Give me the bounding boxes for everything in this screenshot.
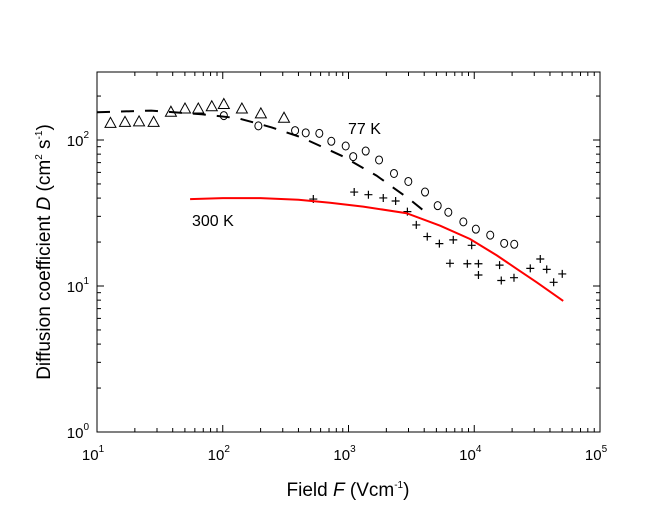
- series-line: [190, 197, 564, 302]
- x-tick-exp: 2: [224, 444, 230, 455]
- plus-point: [412, 220, 421, 229]
- circle-point: [510, 239, 519, 249]
- y-tick-exp: 0: [83, 422, 89, 433]
- plus-point: [474, 259, 483, 268]
- plus-point: [474, 270, 483, 279]
- x-tick-base: 10: [585, 447, 602, 464]
- plus-point: [364, 190, 373, 199]
- circle-point: [433, 201, 442, 211]
- triangle-point: [217, 97, 231, 110]
- triangle-point: [118, 115, 132, 127]
- series-triangle: [104, 97, 291, 128]
- circle-point: [341, 141, 350, 151]
- triangle-point: [164, 105, 178, 117]
- triangle-point: [178, 101, 192, 114]
- x-tick-label: 103: [333, 444, 356, 464]
- y-tick-base: 10: [67, 133, 84, 150]
- triangle-point: [191, 101, 205, 114]
- circle-point: [361, 146, 370, 156]
- y-tick-exp: 1: [83, 276, 89, 287]
- annotation-label: 300 K: [192, 213, 234, 230]
- triangle-point: [277, 111, 291, 123]
- circle-point: [301, 128, 310, 138]
- plus-point: [536, 255, 545, 264]
- circle-point: [389, 168, 398, 178]
- plus-point: [391, 197, 400, 206]
- circle-point: [404, 176, 413, 186]
- y-tick-base: 10: [67, 279, 84, 296]
- circle-point: [444, 207, 453, 217]
- x-tick-base: 10: [208, 447, 225, 464]
- x-tick-exp: 3: [350, 444, 356, 455]
- y-tick-label: 102: [67, 130, 90, 150]
- y-tick-label: 100: [67, 422, 90, 442]
- plus-point: [497, 276, 506, 285]
- circle-point: [500, 238, 509, 248]
- triangle-point: [132, 114, 146, 127]
- plus-point: [379, 193, 388, 202]
- circle-point: [254, 121, 263, 131]
- x-tick-exp: 5: [602, 444, 608, 455]
- x-tick-label: 105: [585, 444, 608, 464]
- x-tick-label: 101: [82, 444, 105, 464]
- circle-point: [421, 187, 430, 197]
- plot-frame: [96, 71, 601, 433]
- dashed-model-line: [96, 109, 429, 216]
- circle-point: [486, 230, 495, 240]
- circle-point: [327, 136, 336, 146]
- plus-point: [526, 264, 535, 273]
- x-tick-exp: 1: [99, 444, 105, 455]
- plus-point: [350, 188, 359, 197]
- plus-point: [449, 235, 458, 244]
- plus-point: [435, 239, 444, 248]
- plus-point: [495, 261, 504, 270]
- series-dashed-line: [96, 109, 429, 216]
- circle-point: [349, 152, 358, 162]
- y-tick-exp: 2: [83, 130, 89, 141]
- y-tick-label: 101: [67, 276, 90, 296]
- axis-ticks: [96, 72, 600, 433]
- x-tick-base: 10: [82, 447, 99, 464]
- x-tick-label: 104: [459, 444, 482, 464]
- red-model-line: [190, 197, 564, 302]
- series-circle: [219, 111, 519, 249]
- plus-point: [549, 278, 558, 287]
- triangle-point: [235, 101, 249, 114]
- x-tick-label: 102: [208, 444, 231, 464]
- triangle-point: [104, 116, 117, 128]
- plus-point: [423, 232, 432, 241]
- annotation-label: 77 K: [348, 121, 381, 138]
- plus-point: [542, 265, 551, 274]
- plus-point: [467, 241, 476, 250]
- triangle-point: [254, 106, 268, 119]
- series-layer: [96, 97, 567, 302]
- triangle-point: [205, 99, 219, 112]
- plus-point: [558, 269, 567, 278]
- y-axis-title: Diffusion coefficient D (cm2 s-1): [34, 124, 55, 380]
- circle-point: [459, 217, 468, 227]
- annotations: 77 K 300 K: [192, 121, 381, 230]
- x-tick-base: 10: [459, 447, 476, 464]
- circle-point: [471, 224, 480, 234]
- triangle-point: [147, 115, 160, 127]
- x-axis-title: Field F (Vcm-1): [287, 480, 410, 501]
- plus-point: [509, 273, 518, 282]
- series-plus: [309, 188, 567, 287]
- circle-point: [315, 128, 324, 138]
- x-tick-exp: 4: [476, 444, 482, 455]
- x-tick-base: 10: [333, 447, 350, 464]
- y-tick-base: 10: [67, 425, 84, 442]
- plus-point: [445, 259, 454, 268]
- circle-point: [375, 155, 384, 165]
- plus-point: [463, 259, 472, 268]
